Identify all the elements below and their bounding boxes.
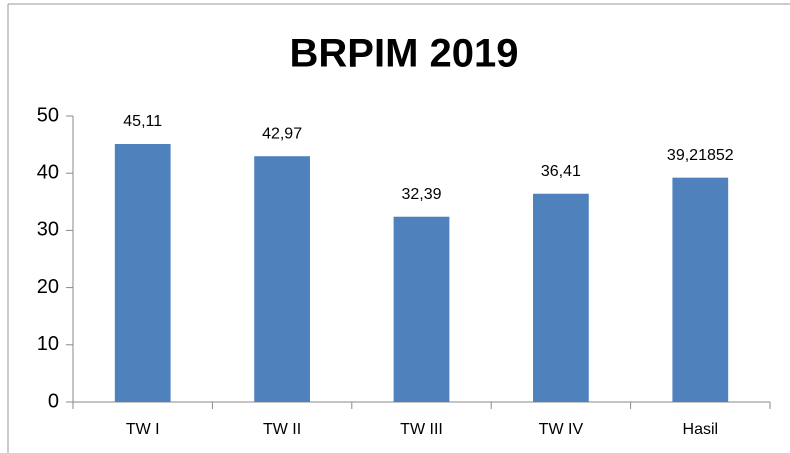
value-label: 45,11: [123, 113, 162, 130]
y-tick-label: 30: [37, 219, 59, 241]
bar: [533, 193, 589, 402]
y-tick-label: 20: [37, 276, 59, 298]
bar: [393, 216, 450, 402]
chart-title: BRPIM 2019: [290, 32, 519, 76]
y-tick-label: 10: [37, 333, 59, 355]
value-label: 42,97: [262, 125, 302, 142]
value-label: 32,39: [401, 186, 441, 203]
y-tick-label: 0: [48, 390, 59, 412]
value-label: 36,41: [541, 163, 581, 180]
bar: [114, 143, 171, 402]
x-tick-label: Hasil: [683, 421, 719, 438]
bar: [672, 177, 729, 402]
y-tick-label: 40: [37, 161, 59, 183]
x-tick-label: TW II: [263, 421, 301, 438]
x-tick-label: TW IV: [539, 421, 584, 438]
y-tick-label: 50: [37, 104, 59, 126]
x-tick-label: TW III: [400, 421, 443, 438]
x-tick-label: TW I: [126, 421, 160, 438]
bar: [254, 156, 310, 402]
value-label: 39,21852: [667, 147, 734, 164]
